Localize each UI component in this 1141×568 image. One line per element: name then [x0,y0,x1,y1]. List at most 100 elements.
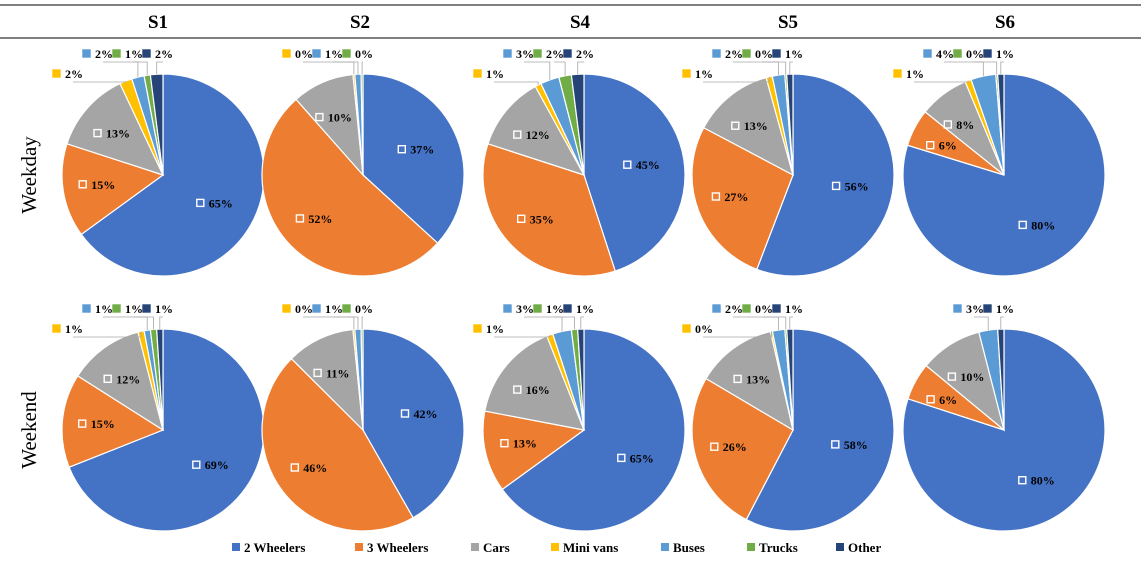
data-label-other: 2% [576,47,594,61]
data-label-cars: 13% [106,127,130,141]
label-key-cars [315,112,324,122]
leader-line-mini-vans [303,61,355,75]
label-key-trucks [112,304,121,313]
data-label-cars: 8% [956,118,974,132]
label-key-2-wheelers [831,440,840,449]
label-key-buses [312,304,321,313]
slice-3-wheelers [61,143,165,236]
slice-2-wheelers [80,73,265,277]
label-key-mini-vans [52,324,61,333]
slice-other [786,328,794,431]
data-label-mini-vans: 1% [695,67,713,81]
legend-swatch-2-wheelers [232,543,240,551]
label-key-cars [947,372,957,381]
label-key-3-wheelers [710,442,719,451]
leader-line-buses [944,61,984,77]
label-key-cars [943,120,952,129]
data-label-other: 1% [785,302,803,316]
leader-line-buses [974,316,989,331]
pie-s2-weekday: 37% 52% 10% 0% 1% 0% [261,47,465,277]
leader-line-trucks [763,61,787,75]
label-key-cars [731,121,740,130]
data-label-other: 1% [576,302,594,316]
label-key-3-wheelers [500,439,509,448]
data-label-buses: 1% [325,302,343,316]
legend-label-other: Other [848,540,881,555]
slice-cars [290,328,364,432]
data-label-buses: 1% [325,47,343,61]
pie-s4-weekday: 45% 35% 12% 1% 3% 2% 2% [473,47,686,277]
label-key-2-wheelers [831,181,841,191]
data-label-2-wheelers: 65% [209,196,233,210]
data-label-trucks: 2% [546,47,564,61]
leader-line-buses [333,316,359,330]
leader-line-other [789,316,793,329]
legend-label-3-wheelers: 3 Wheelers [367,540,429,555]
slice-cars [487,85,586,177]
label-key-cars [733,374,742,384]
label-key-buses [503,304,512,313]
slice-3-wheelers [61,375,165,468]
label-key-2-wheelers [623,160,632,169]
row-title-weekend: Weekend [17,391,41,469]
legend-label-cars: Cars [483,540,510,555]
column-title-s2: S2 [350,12,370,33]
leader-line-other [789,61,793,74]
data-label-2-wheelers: 80% [1031,474,1055,488]
slice-3-wheelers [482,410,586,491]
legend-swatch-other [836,543,844,551]
column-title-s4: S4 [570,12,591,33]
data-label-buses: 1% [95,302,113,316]
label-key-2-wheelers [196,198,205,208]
data-label-trucks: 1% [125,47,143,61]
leader-line-mini-vans [703,331,772,338]
label-key-trucks [342,49,351,58]
leader-line-other [1000,316,1004,329]
pie-s6-weekend: 80% 6%10% 3% 1% [902,302,1106,532]
slice-2-wheelers [501,328,686,532]
data-label-cars: 12% [526,128,550,142]
label-key-other [142,304,151,313]
legend-item-trucks: Trucks [747,540,798,555]
leader-line-buses [524,61,551,80]
leader-line-other [1000,61,1004,74]
leader-line-mini-vans [703,76,770,83]
data-label-3-wheelers: 27% [724,190,748,204]
legend-item-buses: Buses [661,540,705,555]
data-label-mini-vans: 1% [906,67,924,81]
data-label-other: 1% [155,302,173,316]
slice-3-wheelers [691,377,794,521]
data-label-mini-vans: 2% [65,67,83,81]
label-key-mini-vans [682,69,691,78]
slice-3-wheelers [482,143,616,277]
data-label-2-wheelers: 65% [630,451,654,465]
label-key-mini-vans [682,324,691,333]
data-label-mini-vans: 1% [486,67,504,81]
label-key-trucks [742,49,751,58]
slice-cars [76,331,164,432]
data-label-other: 1% [996,47,1014,61]
slice-2-wheelers [68,328,265,532]
column-title-s6: S6 [995,12,1015,33]
slice-2-wheelers [362,73,465,244]
label-key-other [563,304,572,313]
slice-3-wheelers [261,357,414,532]
leader-line-mini-vans [494,81,539,85]
pie-s6-weekday: 80% 6% 8% 1% 4% 0% 1% [893,47,1106,277]
data-label-mini-vans: 0% [695,322,713,336]
legend-swatch-cars [471,543,479,551]
label-key-3-wheelers [711,192,721,201]
leader-line-trucks [361,316,363,329]
data-label-2-wheelers: 37% [410,143,434,157]
leader-line-trucks [361,61,363,74]
legend-item-2-wheelers: 2 Wheelers [232,540,306,555]
data-label-2-wheelers: 80% [1031,218,1055,232]
slice-3-wheelers [261,98,439,277]
label-key-buses [82,304,91,313]
data-label-trucks: 0% [966,47,984,61]
data-label-cars: 11% [326,366,349,380]
data-label-buses: 2% [725,47,743,61]
label-key-mini-vans [893,69,902,78]
label-key-trucks [533,304,542,313]
slice-cars [705,330,794,432]
